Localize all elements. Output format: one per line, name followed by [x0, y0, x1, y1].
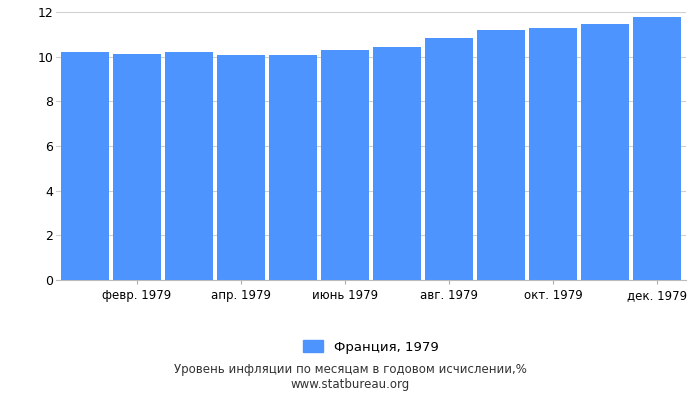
- Bar: [634, 17, 681, 280]
- Bar: [113, 54, 161, 280]
- Bar: [581, 24, 629, 280]
- Bar: [321, 50, 369, 280]
- Bar: [164, 52, 213, 280]
- Bar: [373, 47, 421, 280]
- Bar: [269, 55, 317, 280]
- Bar: [217, 55, 265, 280]
- Bar: [61, 52, 108, 280]
- Bar: [425, 38, 473, 280]
- Text: Уровень инфляции по месяцам в годовом исчислении,%: Уровень инфляции по месяцам в годовом ис…: [174, 364, 526, 376]
- Legend: Франция, 1979: Франция, 1979: [298, 335, 444, 359]
- Bar: [529, 28, 578, 280]
- Bar: [477, 30, 525, 280]
- Text: www.statbureau.org: www.statbureau.org: [290, 378, 410, 391]
